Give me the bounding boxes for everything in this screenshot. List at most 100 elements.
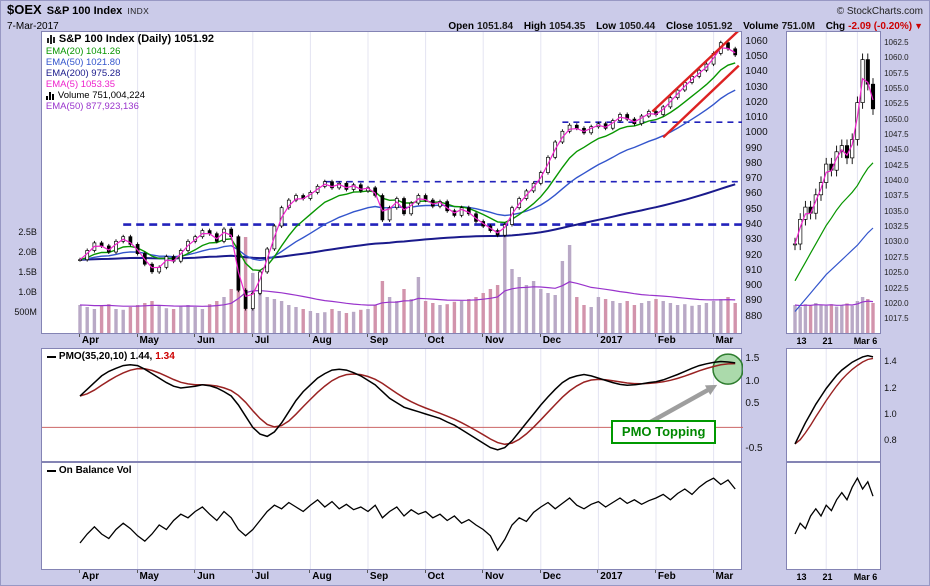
low-value: 1050.44 xyxy=(619,21,656,32)
legend-ema200: EMA(200) 975.28 xyxy=(45,68,121,79)
month-label: Jun xyxy=(197,571,215,582)
axis-label: 940 xyxy=(745,219,763,231)
month-label: Mar xyxy=(715,571,734,582)
legend-ema20: EMA(20) 1041.26 xyxy=(45,46,121,57)
mini-pmo-canvas xyxy=(794,349,874,461)
legend-volume-ema50: EMA(50) 877,923,136 xyxy=(45,101,139,112)
axis-label: 1042.5 xyxy=(884,160,909,170)
axis-label: 1.4 xyxy=(884,356,897,367)
axis-label: 1050 xyxy=(745,50,768,62)
axis-label: 1050.0 xyxy=(884,114,909,124)
legend-ema5: EMA(5) 1053.35 xyxy=(45,79,116,90)
axis-tick xyxy=(712,334,714,337)
axis-label: 2.0B xyxy=(18,247,37,257)
volume-axis: 2.5B 2.0B 1.5B 1.0B 500M xyxy=(1,31,41,334)
axis-tick xyxy=(309,570,311,573)
axis-label: 1025.0 xyxy=(884,268,909,278)
obv-legend: On Balance Vol xyxy=(46,465,132,476)
ticker-block: $OEX S&P 100 Index INDX xyxy=(7,3,149,18)
axis-label: 980 xyxy=(745,157,763,169)
axis-label: 0.8 xyxy=(884,435,897,446)
axis-label: 0.5 xyxy=(745,398,760,409)
price-chart-canvas xyxy=(78,32,742,333)
axis-label: 1047.5 xyxy=(884,129,909,139)
axis-label: 1060 xyxy=(745,35,768,47)
date-label: Mar 6 xyxy=(853,572,878,582)
axis-tick xyxy=(78,570,80,573)
obv-panel: On Balance Vol xyxy=(40,462,743,570)
axis-tick xyxy=(366,334,368,337)
index-name: S&P 100 Index xyxy=(46,5,123,17)
axis-label: -0.5 xyxy=(745,442,763,454)
axis-tick xyxy=(78,334,80,337)
axis-label: 950 xyxy=(745,203,763,215)
axis-label: 990 xyxy=(745,142,763,154)
axis-label: 1040 xyxy=(745,66,768,78)
axis-label: 920 xyxy=(745,249,763,261)
month-label: Oct xyxy=(427,571,445,582)
axis-tick xyxy=(194,570,196,573)
legend-title-row: S&P 100 Index (Daily) 1051.92 xyxy=(45,33,214,46)
axis-label: 1020 xyxy=(745,96,768,108)
axis-tick xyxy=(482,570,484,573)
month-label: Oct xyxy=(427,335,445,346)
axis-label: 1057.5 xyxy=(884,68,909,78)
month-label: 2017 xyxy=(600,335,623,346)
stockcharts-link[interactable]: © StockCharts.com xyxy=(836,6,923,17)
axis-tick xyxy=(712,570,714,573)
x-axis-strip-upper: Apr May Jun Jul Aug Sep Oct Nov Dec 2017 Feb Mar 13 2… xyxy=(1,334,929,348)
axis-label: 1020.0 xyxy=(884,298,909,308)
high-label: High xyxy=(523,21,547,32)
axis-tick xyxy=(654,334,656,337)
down-arrow-icon: ▼ xyxy=(914,21,923,31)
axis-label: 1.2 xyxy=(884,382,897,393)
axis-label: 1045.0 xyxy=(884,145,909,155)
chart-icon xyxy=(45,35,56,44)
month-label: Nov xyxy=(485,571,504,582)
open-label: Open xyxy=(448,21,474,32)
month-label: Mar xyxy=(715,335,734,346)
mini-obv-canvas xyxy=(794,463,874,569)
axis-label: 1.0 xyxy=(884,408,897,419)
x-axis-strip-lower: Apr May Jun Jul Aug Sep Oct Nov Dec 2017 Feb Mar 13 2… xyxy=(1,570,929,585)
axis-label: 960 xyxy=(745,188,763,200)
high-value: 1054.35 xyxy=(549,21,586,32)
axis-tick xyxy=(424,570,426,573)
month-label: Aug xyxy=(312,571,332,582)
close-label: Close xyxy=(666,21,694,32)
axis-tick xyxy=(539,334,541,337)
legend-ema50: EMA(50) 1021.80 xyxy=(45,57,121,68)
volume-label: Volume xyxy=(743,21,779,32)
legend-volume: Volume 751,004,224 xyxy=(45,90,214,101)
date-label: Mar 6 xyxy=(853,336,878,346)
axis-label: 1.5 xyxy=(745,353,760,365)
axis-label: 1.5B xyxy=(18,267,37,277)
mini-obv-chart xyxy=(786,462,882,570)
axis-label: 1000 xyxy=(745,127,768,139)
month-label: Apr xyxy=(81,335,100,346)
axis-label: 500M xyxy=(14,307,37,317)
axis-tick xyxy=(424,334,426,337)
month-label: Aug xyxy=(312,335,332,346)
axis-label: 1062.5 xyxy=(884,37,909,47)
month-label: Sep xyxy=(369,571,389,582)
chart-date: 7-Mar-2017 xyxy=(7,21,59,32)
pmo-line-icon xyxy=(46,355,56,358)
pmo-panel: PMO(35,20,10) 1.44, 1.34 PMO Topping xyxy=(40,348,743,462)
mini-pmo-axis: 1.4 1.2 1.0 0.8 xyxy=(881,348,929,462)
volume-value: 751.0M xyxy=(781,21,815,32)
axis-label: 1022.5 xyxy=(884,283,909,293)
main-price-chart: S&P 100 Index (Daily) 1051.92 EMA(20) 10… xyxy=(40,31,743,334)
axis-label: 880 xyxy=(745,310,763,322)
pmo-legend: PMO(35,20,10) 1.44, 1.34 xyxy=(46,351,175,362)
month-label: Feb xyxy=(657,571,676,582)
mini-date-labels-upper: 13 21 Mar 6 xyxy=(786,334,881,348)
axis-tick xyxy=(194,334,196,337)
axis-label: 1.0B xyxy=(18,287,37,297)
axis-label: 1060.0 xyxy=(884,53,909,63)
axis-label: 2.5B xyxy=(18,227,37,237)
axis-label: 1040.0 xyxy=(884,176,909,185)
chg-value: -2.09 (-0.20%) xyxy=(848,21,913,32)
mini-price-chart xyxy=(786,31,882,334)
